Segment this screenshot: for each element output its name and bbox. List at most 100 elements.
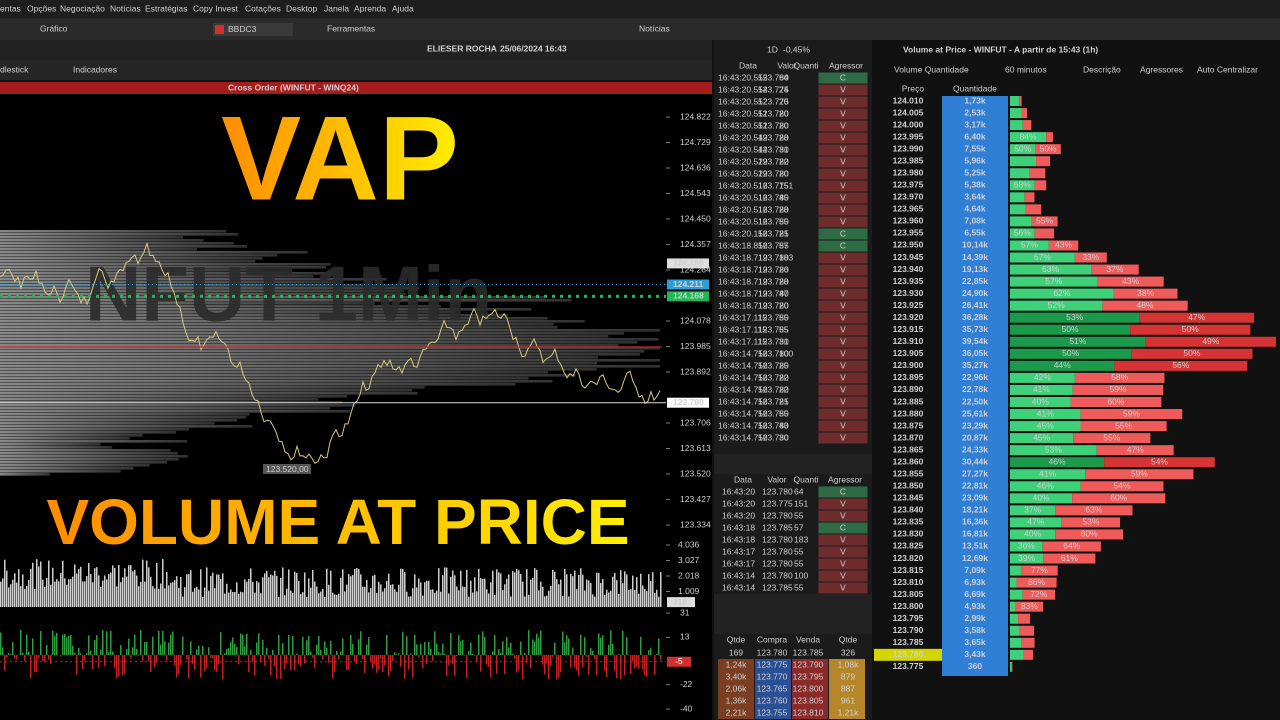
menu-item[interactable]: Ajuda (392, 3, 414, 13)
symbol[interactable]: BBDC3 (228, 24, 257, 34)
volume-bar (0, 581, 2, 607)
sell-label: 58% (1111, 372, 1128, 382)
vap-qty: 12,69k (962, 553, 988, 563)
menu-item[interactable]: Janela (324, 3, 349, 13)
volume-bar (618, 593, 620, 607)
volume-bar (412, 588, 414, 607)
osc-bar (80, 653, 82, 655)
menu-item[interactable]: Cotações (245, 3, 281, 13)
osc-bar (112, 651, 114, 655)
volume-bar (524, 596, 526, 607)
vap-toolbar-button[interactable]: Agressores (1140, 64, 1183, 74)
volume-bar (646, 591, 648, 607)
osc-bar (448, 655, 450, 666)
osc-bar (446, 655, 448, 676)
sell-label: 33% (1082, 252, 1099, 262)
vap-toolbar-button[interactable]: 60 minutos (1005, 64, 1047, 74)
toolbar-button[interactable]: Gráfico (40, 23, 68, 33)
volume-bar (236, 582, 238, 607)
menu-item[interactable]: Aprenda (354, 3, 386, 13)
vap-toolbar-button[interactable]: Volume Quantidade (894, 64, 969, 74)
ts2-qty: 55 (794, 546, 804, 556)
ts-time: 16:43:20.156 (718, 228, 768, 238)
ts-qty: 25 (779, 360, 789, 370)
ts-qty: 28 (779, 204, 789, 214)
volume-bar (306, 596, 308, 607)
buy-bar (1010, 180, 1035, 191)
volume-bar (578, 574, 580, 607)
profile-bar (0, 236, 184, 239)
osc-badge-label: -5 (675, 656, 683, 666)
vap-toolbar-button[interactable]: Descrição (1083, 64, 1121, 74)
ts2-time: 16:43:18 (722, 522, 755, 532)
menu-item[interactable]: Copy Invest (193, 3, 239, 13)
osc-bar (460, 641, 462, 655)
price-tick-label: 123.892 (680, 366, 711, 376)
volume-bar (452, 570, 454, 607)
menu-item[interactable]: Negociação (60, 3, 105, 13)
sell-label: 38% (1137, 288, 1154, 298)
toolbar-button[interactable]: Ferramentas (327, 23, 375, 33)
menu-item[interactable]: Desktop (286, 3, 317, 13)
symbol-box[interactable] (213, 23, 293, 36)
ts-aggressor: V (840, 348, 846, 358)
volume-bar (60, 573, 62, 607)
osc-bar (100, 649, 102, 655)
menu-item[interactable]: Estratégias (145, 3, 188, 13)
ts-price: 123.780 (758, 288, 789, 298)
volume-bar (8, 587, 10, 607)
volume-bar (408, 596, 410, 607)
volume-bar (20, 586, 22, 607)
chart-type[interactable]: dlestick (0, 64, 29, 74)
price-tick-label: 123.706 (680, 417, 711, 427)
indicators-button[interactable]: Indicadores (73, 64, 117, 74)
osc-bar (224, 653, 226, 655)
menu-item[interactable]: entas (0, 3, 21, 13)
symbol-icon (215, 25, 224, 34)
vap-toolbar-button[interactable]: Auto Centralizar (1197, 64, 1258, 74)
volume-bar (434, 592, 436, 607)
vap-price: 123.795 (893, 613, 924, 623)
sell-bar (1145, 336, 1276, 347)
buy-bar (1010, 565, 1021, 576)
sell-bar (1035, 144, 1061, 155)
volume-bar (112, 565, 114, 607)
profile-bar (0, 419, 238, 422)
ts-price: 123.780 (758, 300, 789, 310)
toolbar-button[interactable]: Notícias (639, 23, 670, 33)
osc-bar (332, 655, 334, 679)
book-value: 123.775 (757, 659, 788, 669)
sell-label: 61% (1061, 553, 1078, 563)
volume-bar (418, 578, 420, 607)
osc-bar (232, 637, 234, 655)
vap-price: 123.775 (893, 661, 924, 671)
menu-item[interactable]: Opções (27, 3, 56, 13)
volume-bar (318, 593, 320, 607)
volume-bar (606, 589, 608, 607)
vap-qty: 7,09k (964, 565, 986, 575)
menu-item[interactable]: Notícias (110, 3, 141, 13)
volume-bar (122, 577, 124, 607)
volume-bar (610, 590, 612, 607)
osc-bar (616, 655, 618, 679)
ts2-aggressor: C (840, 486, 846, 496)
book-cell (792, 707, 828, 719)
ts-price: 123.780 (758, 168, 789, 178)
osc-bar (256, 642, 258, 655)
vap-title: Volume at Price - WINFUT - A partir de 1… (903, 44, 1098, 54)
volume-bar (634, 589, 636, 607)
osc-bar (220, 632, 222, 655)
volume-bar (54, 581, 56, 607)
vap-price: 123.860 (893, 456, 924, 466)
osc-bar (606, 655, 608, 678)
volume-bar (414, 574, 416, 607)
osc-bar (56, 632, 58, 655)
osc-bar (270, 655, 272, 676)
volume-bar (596, 572, 598, 607)
period: 1D (767, 44, 778, 54)
profile-bar (0, 413, 250, 416)
volume-bar (296, 572, 298, 607)
book-value: 1,24k (726, 659, 748, 669)
profile-bar (0, 308, 532, 311)
osc-bar (576, 655, 578, 671)
